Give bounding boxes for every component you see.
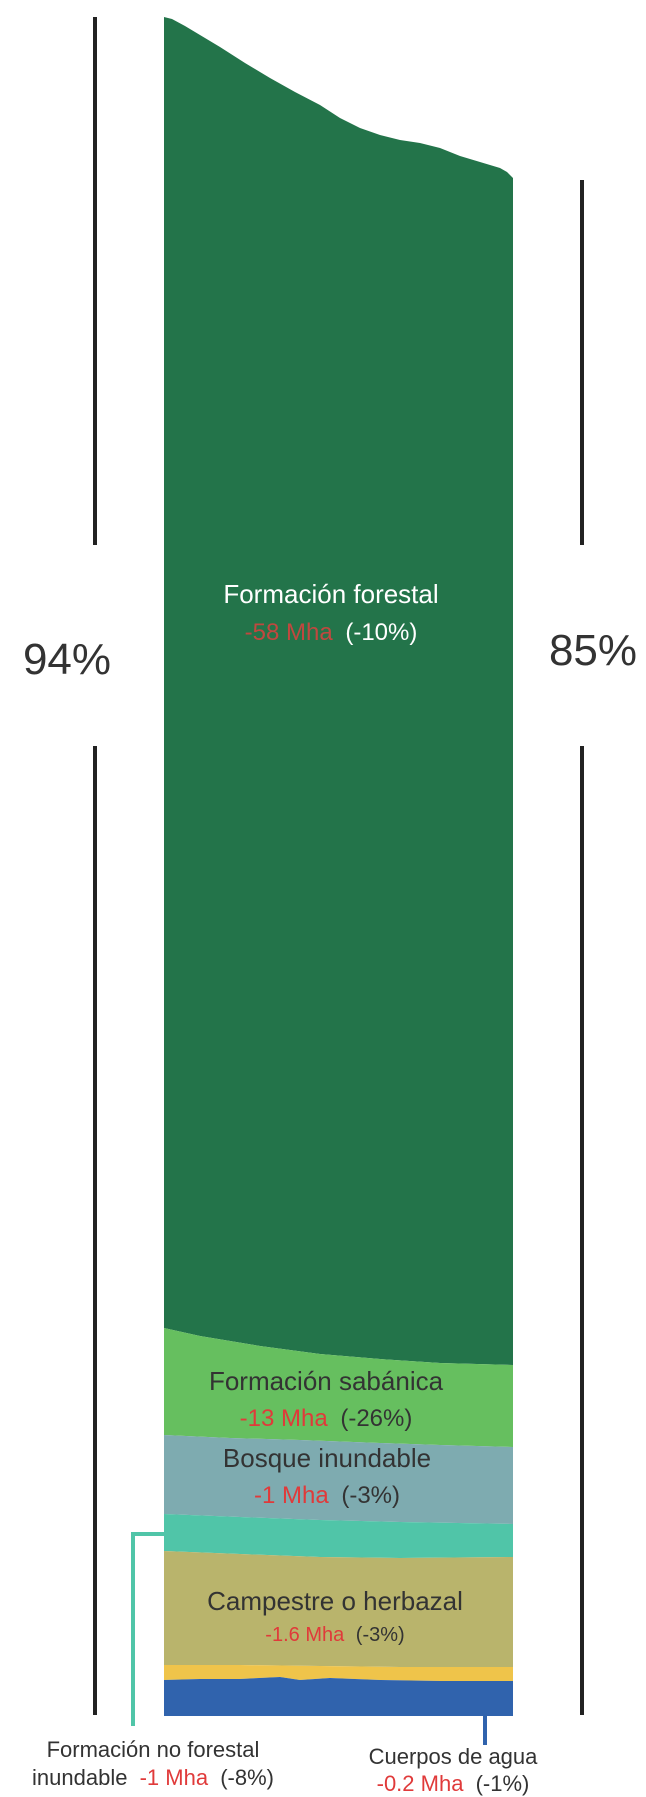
water-label: Cuerpos de agua -0.2 Mha (-1%) xyxy=(369,1744,539,1796)
band-forest xyxy=(164,17,513,1365)
savanna-label-pct: (-26%) xyxy=(340,1405,412,1432)
forest-label-name: Formación forestal xyxy=(223,579,438,609)
water-label-change: -0.2 Mha xyxy=(377,1771,465,1796)
band-savanna xyxy=(164,1328,513,1447)
savanna-label: Formación sabánica -13 Mha (-26%) xyxy=(209,1366,444,1432)
non-forest-flooded-label-values: inundable -1 Mha (-8%) xyxy=(32,1765,274,1790)
non-forest-flooded-label-change: -1 Mha xyxy=(140,1765,209,1790)
band-water xyxy=(164,1677,513,1716)
left-bracket-label: 94% xyxy=(23,635,111,684)
forest-label-pct: (-10%) xyxy=(345,619,417,646)
forest-label-values: -58 Mha (-10%) xyxy=(245,619,418,646)
grassland-label-change: -1.6 Mha xyxy=(265,1624,345,1646)
grassland-label-name: Campestre o herbazal xyxy=(207,1586,463,1616)
band-other xyxy=(164,1665,513,1681)
non-forest-flooded-leader-line xyxy=(131,1532,164,1726)
grassland-label: Campestre o herbazal -1.6 Mha (-3%) xyxy=(207,1586,463,1646)
flooded-forest-label-pct: (-3%) xyxy=(341,1482,400,1509)
flooded-forest-label: Bosque inundable -1 Mha (-3%) xyxy=(223,1443,431,1509)
grassland-label-pct: (-3%) xyxy=(356,1624,405,1646)
right-bracket: 85% xyxy=(549,180,637,1715)
savanna-label-name: Formación sabánica xyxy=(209,1366,444,1396)
forest-label: Formación forestal -58 Mha (-10%) xyxy=(223,579,438,646)
band-flooded-forest xyxy=(164,1435,513,1524)
left-bracket: 94% xyxy=(23,17,111,1715)
area-bands xyxy=(164,17,513,1716)
flooded-forest-label-change: -1 Mha xyxy=(254,1482,329,1509)
non-forest-flooded-label-name: Formación no forestal xyxy=(47,1737,260,1762)
savanna-label-values: -13 Mha (-26%) xyxy=(240,1405,413,1432)
forest-label-change: -58 Mha xyxy=(245,619,334,646)
flooded-forest-label-name: Bosque inundable xyxy=(223,1443,431,1473)
flooded-forest-label-values: -1 Mha (-3%) xyxy=(254,1482,400,1509)
band-non-forest-flooded xyxy=(164,1514,513,1558)
savanna-label-change: -13 Mha xyxy=(240,1405,329,1432)
band-grassland xyxy=(164,1551,513,1667)
water-label-pct: (-1%) xyxy=(476,1771,530,1796)
non-forest-flooded-label-pct: (-8%) xyxy=(220,1765,274,1790)
non-forest-flooded-label: Formación no forestal inundable -1 Mha (… xyxy=(32,1737,274,1790)
non-forest-flooded-label-name-2: inundable xyxy=(32,1765,127,1790)
water-label-values: -0.2 Mha (-1%) xyxy=(377,1771,530,1796)
water-label-name: Cuerpos de agua xyxy=(369,1744,539,1769)
grassland-label-values: -1.6 Mha (-3%) xyxy=(265,1624,404,1646)
right-bracket-label: 85% xyxy=(549,626,637,675)
